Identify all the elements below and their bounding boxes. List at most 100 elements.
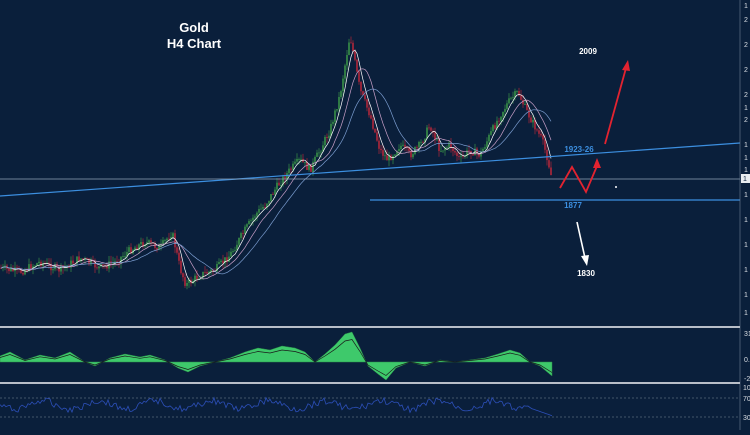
candle-body: [550, 167, 552, 176]
y-tick-label: 1: [744, 267, 748, 274]
candle-body: [336, 109, 338, 111]
y-tick-label: 1: [744, 242, 748, 249]
y-tick-labels: 2 2 2 2 2 1 1 1 1 1 1 1 1 1 1 1: [744, 3, 748, 317]
candle-body: [344, 65, 346, 79]
candle-body: [202, 271, 204, 278]
candle-body: [310, 165, 312, 172]
candle-body: [142, 242, 144, 247]
candle-body: [298, 159, 300, 160]
candle-body: [130, 247, 132, 254]
candle-body: [504, 108, 506, 112]
candle-body: [134, 247, 136, 250]
candle-body: [436, 139, 438, 141]
candle-body: [176, 247, 178, 253]
candle-body: [206, 272, 208, 274]
candle-body: [360, 81, 362, 92]
candle-body: [112, 262, 114, 264]
candle-body: [52, 269, 54, 271]
candle-body: [288, 168, 290, 174]
candle-body: [318, 152, 320, 154]
candle-body: [488, 134, 490, 142]
macd-label-mid: 0.: [744, 357, 750, 364]
candle-body: [300, 158, 302, 160]
candle-body: [278, 182, 280, 186]
candle-body: [244, 226, 246, 234]
candle-body: [96, 267, 98, 269]
candle-body: [124, 256, 126, 257]
candle-body: [222, 260, 224, 264]
candle-body: [86, 258, 88, 260]
macd-signal-line: [0, 339, 553, 376]
candle-body: [456, 152, 458, 156]
candles-group: [0, 36, 552, 290]
candle-body: [428, 127, 430, 129]
candle-body: [528, 109, 530, 118]
candle-body: [260, 208, 262, 210]
candle-body: [0, 268, 2, 269]
target-down-label: 1830: [577, 269, 595, 278]
candle-body: [404, 144, 406, 148]
candle-body: [362, 91, 364, 95]
forecast-zigzag: [559, 165, 598, 195]
candle-body: [186, 283, 188, 286]
y-tick-label: 2: [744, 17, 748, 24]
candle-body: [276, 182, 278, 190]
candle-body: [478, 153, 480, 157]
candle-body: [502, 111, 504, 117]
candle-body: [542, 135, 544, 140]
candle-body: [494, 125, 496, 129]
candle-body: [490, 131, 492, 135]
candle-body: [20, 269, 22, 273]
candle-body: [416, 147, 418, 148]
y-tick-label: 2: [744, 67, 748, 74]
candle-body: [500, 116, 502, 121]
candle-body: [208, 271, 210, 274]
candle-body: [534, 119, 536, 130]
y-tick-label: 1: [744, 192, 748, 199]
current-price-tag: [741, 174, 750, 183]
candle-body: [402, 144, 404, 146]
candle-body: [426, 127, 428, 139]
y-tick-label: 1: [744, 155, 748, 162]
candle-body: [486, 141, 488, 148]
candle-body: [370, 115, 372, 119]
candle-body: [396, 151, 398, 155]
candle-body: [102, 264, 104, 266]
rsi-top-label: 10: [743, 385, 750, 392]
candle-body: [10, 268, 12, 272]
candle-body: [450, 142, 452, 149]
candle-body: [398, 149, 400, 152]
candle-body: [482, 148, 484, 152]
y-tick-label: 2: [744, 92, 748, 99]
candle-body: [252, 217, 254, 221]
candle-body: [220, 260, 222, 262]
candle-body: [364, 94, 366, 100]
macd-label-bottom: -2: [744, 376, 750, 383]
candle-body: [226, 257, 228, 262]
candle-body: [164, 240, 166, 241]
candle-body: [388, 155, 390, 161]
candle-body: [510, 97, 512, 99]
candle-body: [386, 155, 388, 161]
candle-body: [532, 119, 534, 123]
candle-body: [522, 99, 524, 105]
candle-body: [516, 91, 518, 92]
candle-body: [210, 269, 212, 272]
candle-body: [334, 110, 336, 122]
candle-body: [242, 233, 244, 234]
candle-body: [430, 127, 432, 131]
candle-body: [204, 271, 206, 273]
candle-body: [146, 242, 148, 245]
forecast-down-arrow: [576, 221, 586, 259]
candle-body: [538, 130, 540, 134]
candle-body: [540, 133, 542, 136]
candle-body: [324, 137, 326, 146]
candle-body: [24, 269, 26, 275]
candle-body: [98, 266, 100, 269]
candle-body: [120, 256, 122, 263]
candle-body: [82, 258, 84, 260]
y-tick-label: 1: [744, 217, 748, 224]
candle-body: [126, 252, 128, 257]
candle-body: [374, 128, 376, 133]
resistance-label: 1923-26: [564, 145, 594, 154]
